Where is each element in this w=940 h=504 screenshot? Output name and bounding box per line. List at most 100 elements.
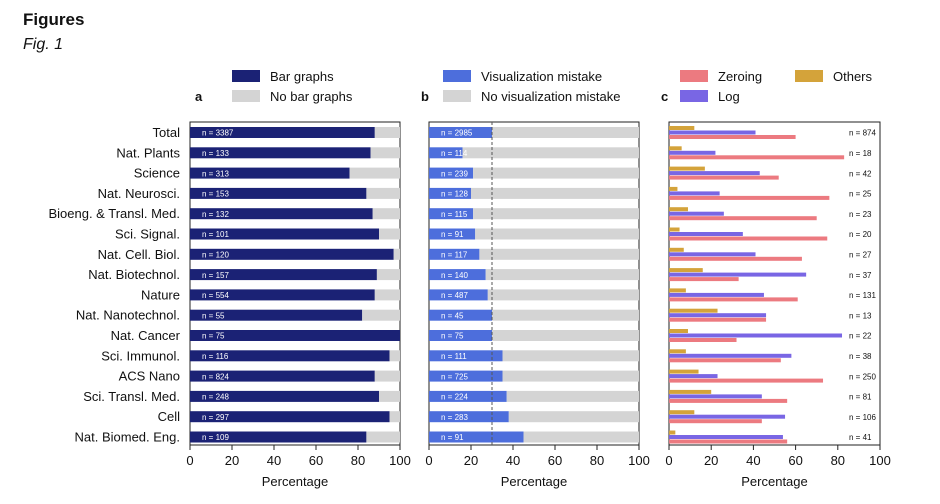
bar-c-log — [669, 211, 724, 216]
bar-b-rest — [502, 350, 639, 362]
bar-a-rest — [362, 309, 400, 321]
n-label: n = 22 — [849, 332, 872, 341]
bar-a-rest — [379, 390, 400, 402]
bar-b-main — [429, 147, 463, 159]
n-label: n = 18 — [849, 149, 872, 158]
x-tick-label: 40 — [746, 453, 760, 468]
bar-b-main — [429, 167, 474, 179]
category-label: Total — [153, 125, 181, 140]
x-tick-label: 100 — [869, 453, 891, 468]
panel-b-frame — [428, 121, 640, 446]
bar-c-zeroing — [669, 419, 762, 424]
bar-b-main — [429, 411, 509, 423]
bar-a-rest — [393, 248, 400, 260]
bar-b-main — [429, 127, 492, 138]
n-label: n = 55 — [202, 311, 225, 320]
bar-a-main — [190, 248, 394, 260]
bar-a-rest — [374, 370, 400, 382]
legend-label: Bar graphs — [270, 69, 334, 84]
n-label: n = 115 — [441, 210, 468, 219]
bar-c-log — [669, 313, 767, 318]
x-tick-label: 0 — [665, 453, 672, 468]
n-label: n = 101 — [202, 230, 229, 239]
bar-c-log — [669, 171, 760, 176]
bar-a-rest — [374, 127, 400, 138]
bar-b-main — [429, 390, 507, 402]
bar-b-rest — [479, 248, 639, 260]
n-label: n = 13 — [849, 311, 872, 320]
bar-b-rest — [462, 147, 639, 159]
bar-c-zeroing — [669, 277, 739, 282]
legend-label: No visualization mistake — [481, 89, 620, 104]
bar-b-rest — [471, 187, 639, 199]
x-tick-label: 60 — [548, 453, 562, 468]
category-label: Nat. Biomed. Eng. — [75, 430, 181, 445]
bar-b-main — [429, 208, 474, 220]
n-label: n = 131 — [849, 291, 876, 300]
n-label: n = 75 — [202, 332, 225, 341]
bar-b-main — [429, 248, 480, 260]
legend-swatch — [680, 90, 708, 102]
bar-a-main — [190, 309, 363, 321]
category-label: Sci. Signal. — [115, 227, 180, 242]
bar-a-rest — [372, 208, 400, 220]
bar-a-main — [190, 330, 400, 341]
legend-swatch — [680, 70, 708, 82]
bar-c-log — [669, 292, 764, 297]
n-label: n = 248 — [202, 393, 229, 402]
x-tick-label: 60 — [788, 453, 802, 468]
bar-a-main — [190, 390, 379, 402]
n-label: n = 554 — [202, 291, 229, 300]
bar-b-rest — [492, 127, 639, 138]
category-label: Nature — [141, 287, 180, 302]
n-label: n = 153 — [202, 190, 229, 199]
bar-c-log — [669, 150, 716, 155]
n-label: n = 75 — [441, 332, 464, 341]
bar-c-others — [669, 146, 682, 151]
x-tick-label: 80 — [351, 453, 365, 468]
x-tick-label: 80 — [831, 453, 845, 468]
bar-a-rest — [349, 167, 400, 179]
bar-a-main — [190, 411, 390, 423]
n-label: n = 114 — [441, 149, 468, 158]
bar-c-others — [669, 227, 680, 232]
bar-c-zeroing — [669, 439, 788, 444]
n-label: n = 91 — [441, 230, 464, 239]
bar-c-zeroing — [669, 135, 796, 139]
bar-b-rest — [523, 431, 639, 443]
bar-b-rest — [473, 208, 639, 220]
bar-b-rest — [487, 289, 639, 301]
n-label: n = 42 — [849, 169, 872, 178]
bar-a-main — [190, 228, 379, 240]
bar-c-others — [669, 207, 688, 212]
category-label: Nat. Nanotechnol. — [76, 308, 180, 323]
bar-c-log — [669, 130, 756, 135]
panel-a-letter: a — [195, 89, 203, 104]
x-tick-label: 40 — [267, 453, 281, 468]
figure-label: Fig. 1 — [23, 36, 64, 53]
legend-label: Others — [833, 69, 873, 84]
legend-swatch — [443, 70, 471, 82]
n-label: n = 45 — [441, 311, 464, 320]
n-label: n = 41 — [849, 433, 872, 442]
bar-a-main — [190, 269, 377, 281]
n-label: n = 25 — [849, 190, 872, 199]
n-label: n = 725 — [441, 372, 468, 381]
bar-b-rest — [475, 228, 639, 240]
bar-b-main — [429, 431, 524, 443]
bar-a-main — [190, 127, 375, 138]
bar-b-main — [429, 228, 476, 240]
n-label: n = 297 — [202, 413, 229, 422]
legend-swatch — [232, 90, 260, 102]
bar-c-others — [669, 166, 705, 171]
n-label: n = 824 — [202, 372, 229, 381]
n-label: n = 106 — [849, 413, 876, 422]
bar-a-main — [190, 167, 350, 179]
bar-b-rest — [473, 167, 639, 179]
bar-b-main — [429, 269, 486, 281]
n-label: n = 239 — [441, 169, 468, 178]
bar-a-main — [190, 208, 373, 220]
bar-b-main — [429, 370, 503, 382]
n-label: n = 37 — [849, 271, 872, 280]
bar-c-zeroing — [669, 175, 779, 180]
